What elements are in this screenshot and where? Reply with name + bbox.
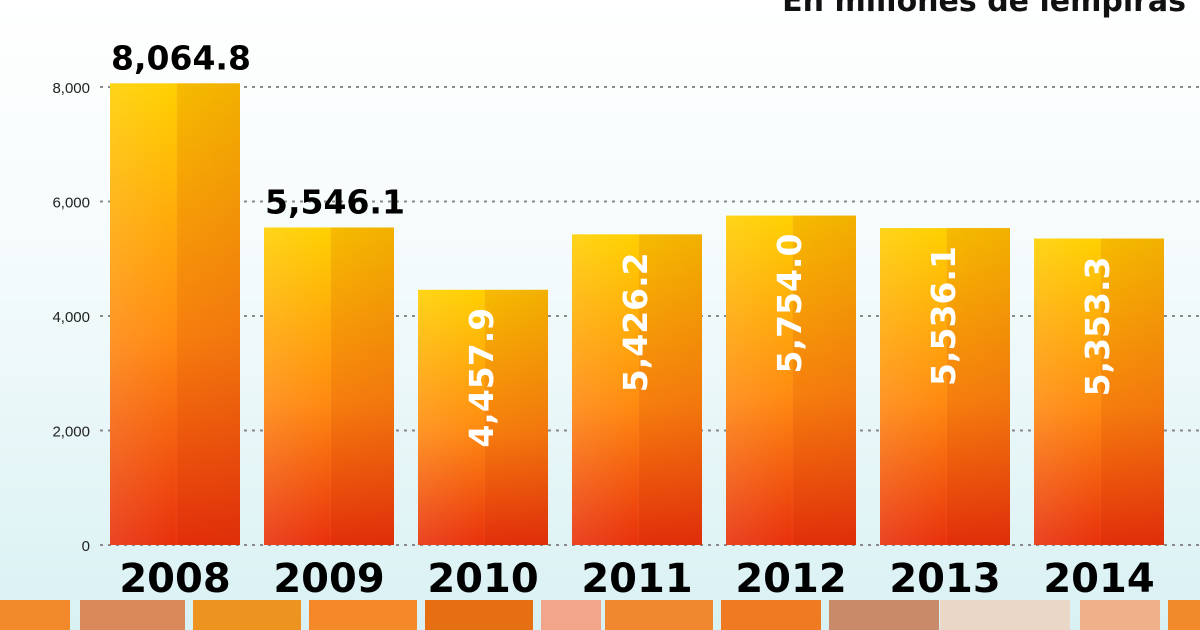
bar-shade-2008 bbox=[110, 83, 240, 546]
bar-shade-2013 bbox=[880, 228, 1010, 545]
y-tick-label: 8,000 bbox=[52, 80, 90, 97]
y-axis: 0 2,000 4,000 6,000 8,000 bbox=[52, 80, 1200, 555]
y-tick-label: 2,000 bbox=[52, 424, 90, 441]
x-tick-label-2010: 2010 bbox=[427, 556, 538, 600]
y-tick-label: 0 bbox=[82, 538, 90, 555]
bar-shade-2012 bbox=[726, 215, 856, 545]
bar-chart: 0 2,000 4,000 6,000 8,000 8,064.8 5,546.1 4,45… bbox=[52, 38, 1200, 600]
x-tick-label-2013: 2013 bbox=[889, 556, 1000, 600]
x-tick-label-2009: 2009 bbox=[273, 556, 384, 600]
data-label-2010: 4,457.9 bbox=[462, 308, 501, 448]
data-label-2012: 5,754.0 bbox=[770, 234, 809, 374]
data-labels: 8,064.8 5,546.1 4,457.9 5,426.2 5,754.0 5,536… bbox=[111, 38, 1117, 447]
data-label-2013: 5,536.1 bbox=[924, 246, 963, 386]
y-tick-label: 6,000 bbox=[52, 195, 90, 212]
x-tick-label-2012: 2012 bbox=[735, 556, 846, 600]
data-label-2008: 8,064.8 bbox=[111, 38, 251, 77]
x-axis: 2008 2009 2010 2011 2012 2013 2014 bbox=[119, 556, 1154, 600]
x-tick-label-2014: 2014 bbox=[1043, 556, 1154, 600]
bar-shade-2011 bbox=[572, 234, 702, 546]
bar-shade-2014 bbox=[1034, 238, 1164, 546]
data-label-2014: 5,353.3 bbox=[1078, 257, 1117, 397]
x-tick-label-2011: 2011 bbox=[581, 556, 692, 600]
y-tick-label: 4,000 bbox=[52, 309, 90, 326]
x-tick-label-2008: 2008 bbox=[119, 556, 230, 600]
bars bbox=[110, 83, 1164, 546]
data-label-2011: 5,426.2 bbox=[616, 252, 655, 392]
bar-shade-2010 bbox=[418, 289, 548, 545]
bar-shade-2009 bbox=[264, 227, 394, 545]
chart-subtitle: En millones de lempiras bbox=[782, 0, 1186, 19]
decorative-footer-strip bbox=[0, 600, 1200, 630]
data-label-2009: 5,546.1 bbox=[265, 182, 405, 221]
